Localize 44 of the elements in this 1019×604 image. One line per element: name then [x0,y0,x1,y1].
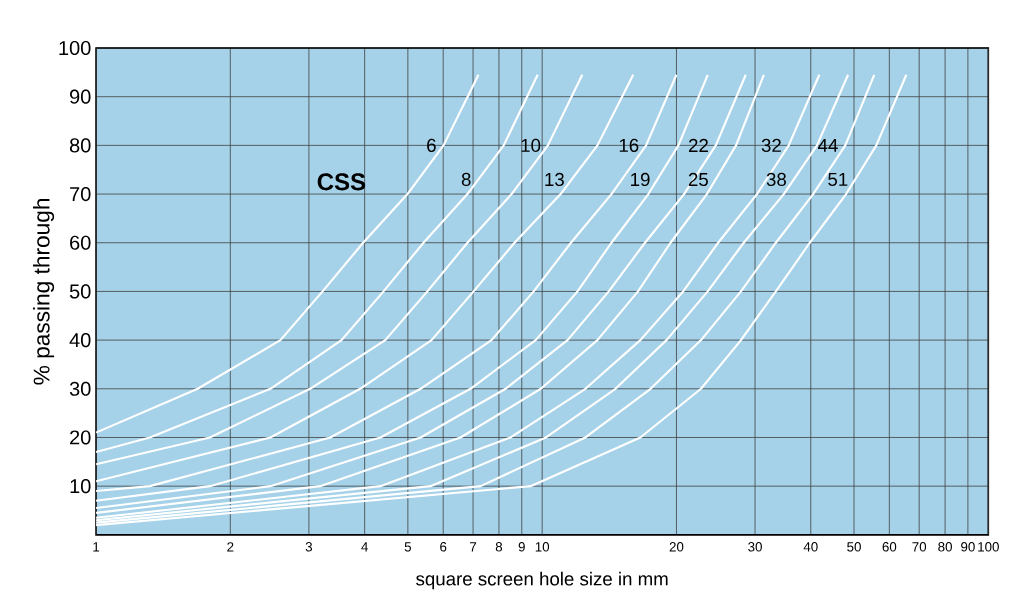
annotation: CSS [317,173,366,191]
series-label: 6 [427,138,436,152]
x-tick-label: 6 [440,542,447,552]
x-tick-label: 80 [938,542,952,552]
y-tick-label: 90 [70,89,91,104]
series-label: 10 [521,138,541,152]
x-tick-label: 70 [912,542,927,552]
x-tick-label: 2 [227,542,234,552]
x-axis-title: square screen hole size in mm [416,571,668,590]
x-tick-label: 5 [404,542,412,552]
x-tick-label: 20 [669,542,684,552]
y-tick-label: 30 [69,381,91,396]
y-tick-label: 50 [69,284,91,299]
x-tick-label: 30 [748,542,762,552]
series-label: 51 [828,172,848,186]
y-tick-label: 60 [70,235,91,250]
y-tick-label: 20 [70,430,91,445]
x-tick-label: 40 [803,542,818,552]
series-label: 16 [619,138,639,152]
y-tick-label: 10 [70,478,91,494]
series-label: 8 [461,172,471,186]
series-label: 38 [766,172,786,186]
series-label: 13 [545,172,564,186]
y-tick-label: 100 [59,40,91,55]
x-tick-label: 4 [361,542,368,552]
y-axis-title: % passing through [33,198,55,385]
x-tick-label: 10 [535,542,550,552]
x-tick-label: 8 [495,542,503,552]
y-tick-label: 40 [69,332,91,348]
x-tick-label: 1 [93,542,100,552]
x-tick-label: 3 [305,542,313,552]
x-tick-label: 90 [961,542,975,552]
series-label: 44 [818,138,838,152]
series-label: 32 [761,138,781,152]
x-tick-label: 100 [978,542,999,552]
y-tick-label: 70 [70,186,91,202]
x-tick-label: 50 [847,542,861,552]
series-label: 25 [688,172,708,186]
x-tick-label: 9 [518,542,525,552]
x-tick-label: 7 [470,542,477,552]
y-tick-label: 80 [69,138,91,153]
series-label: 22 [689,138,708,152]
series-label: 19 [631,172,650,186]
x-tick-label: 60 [882,542,897,552]
